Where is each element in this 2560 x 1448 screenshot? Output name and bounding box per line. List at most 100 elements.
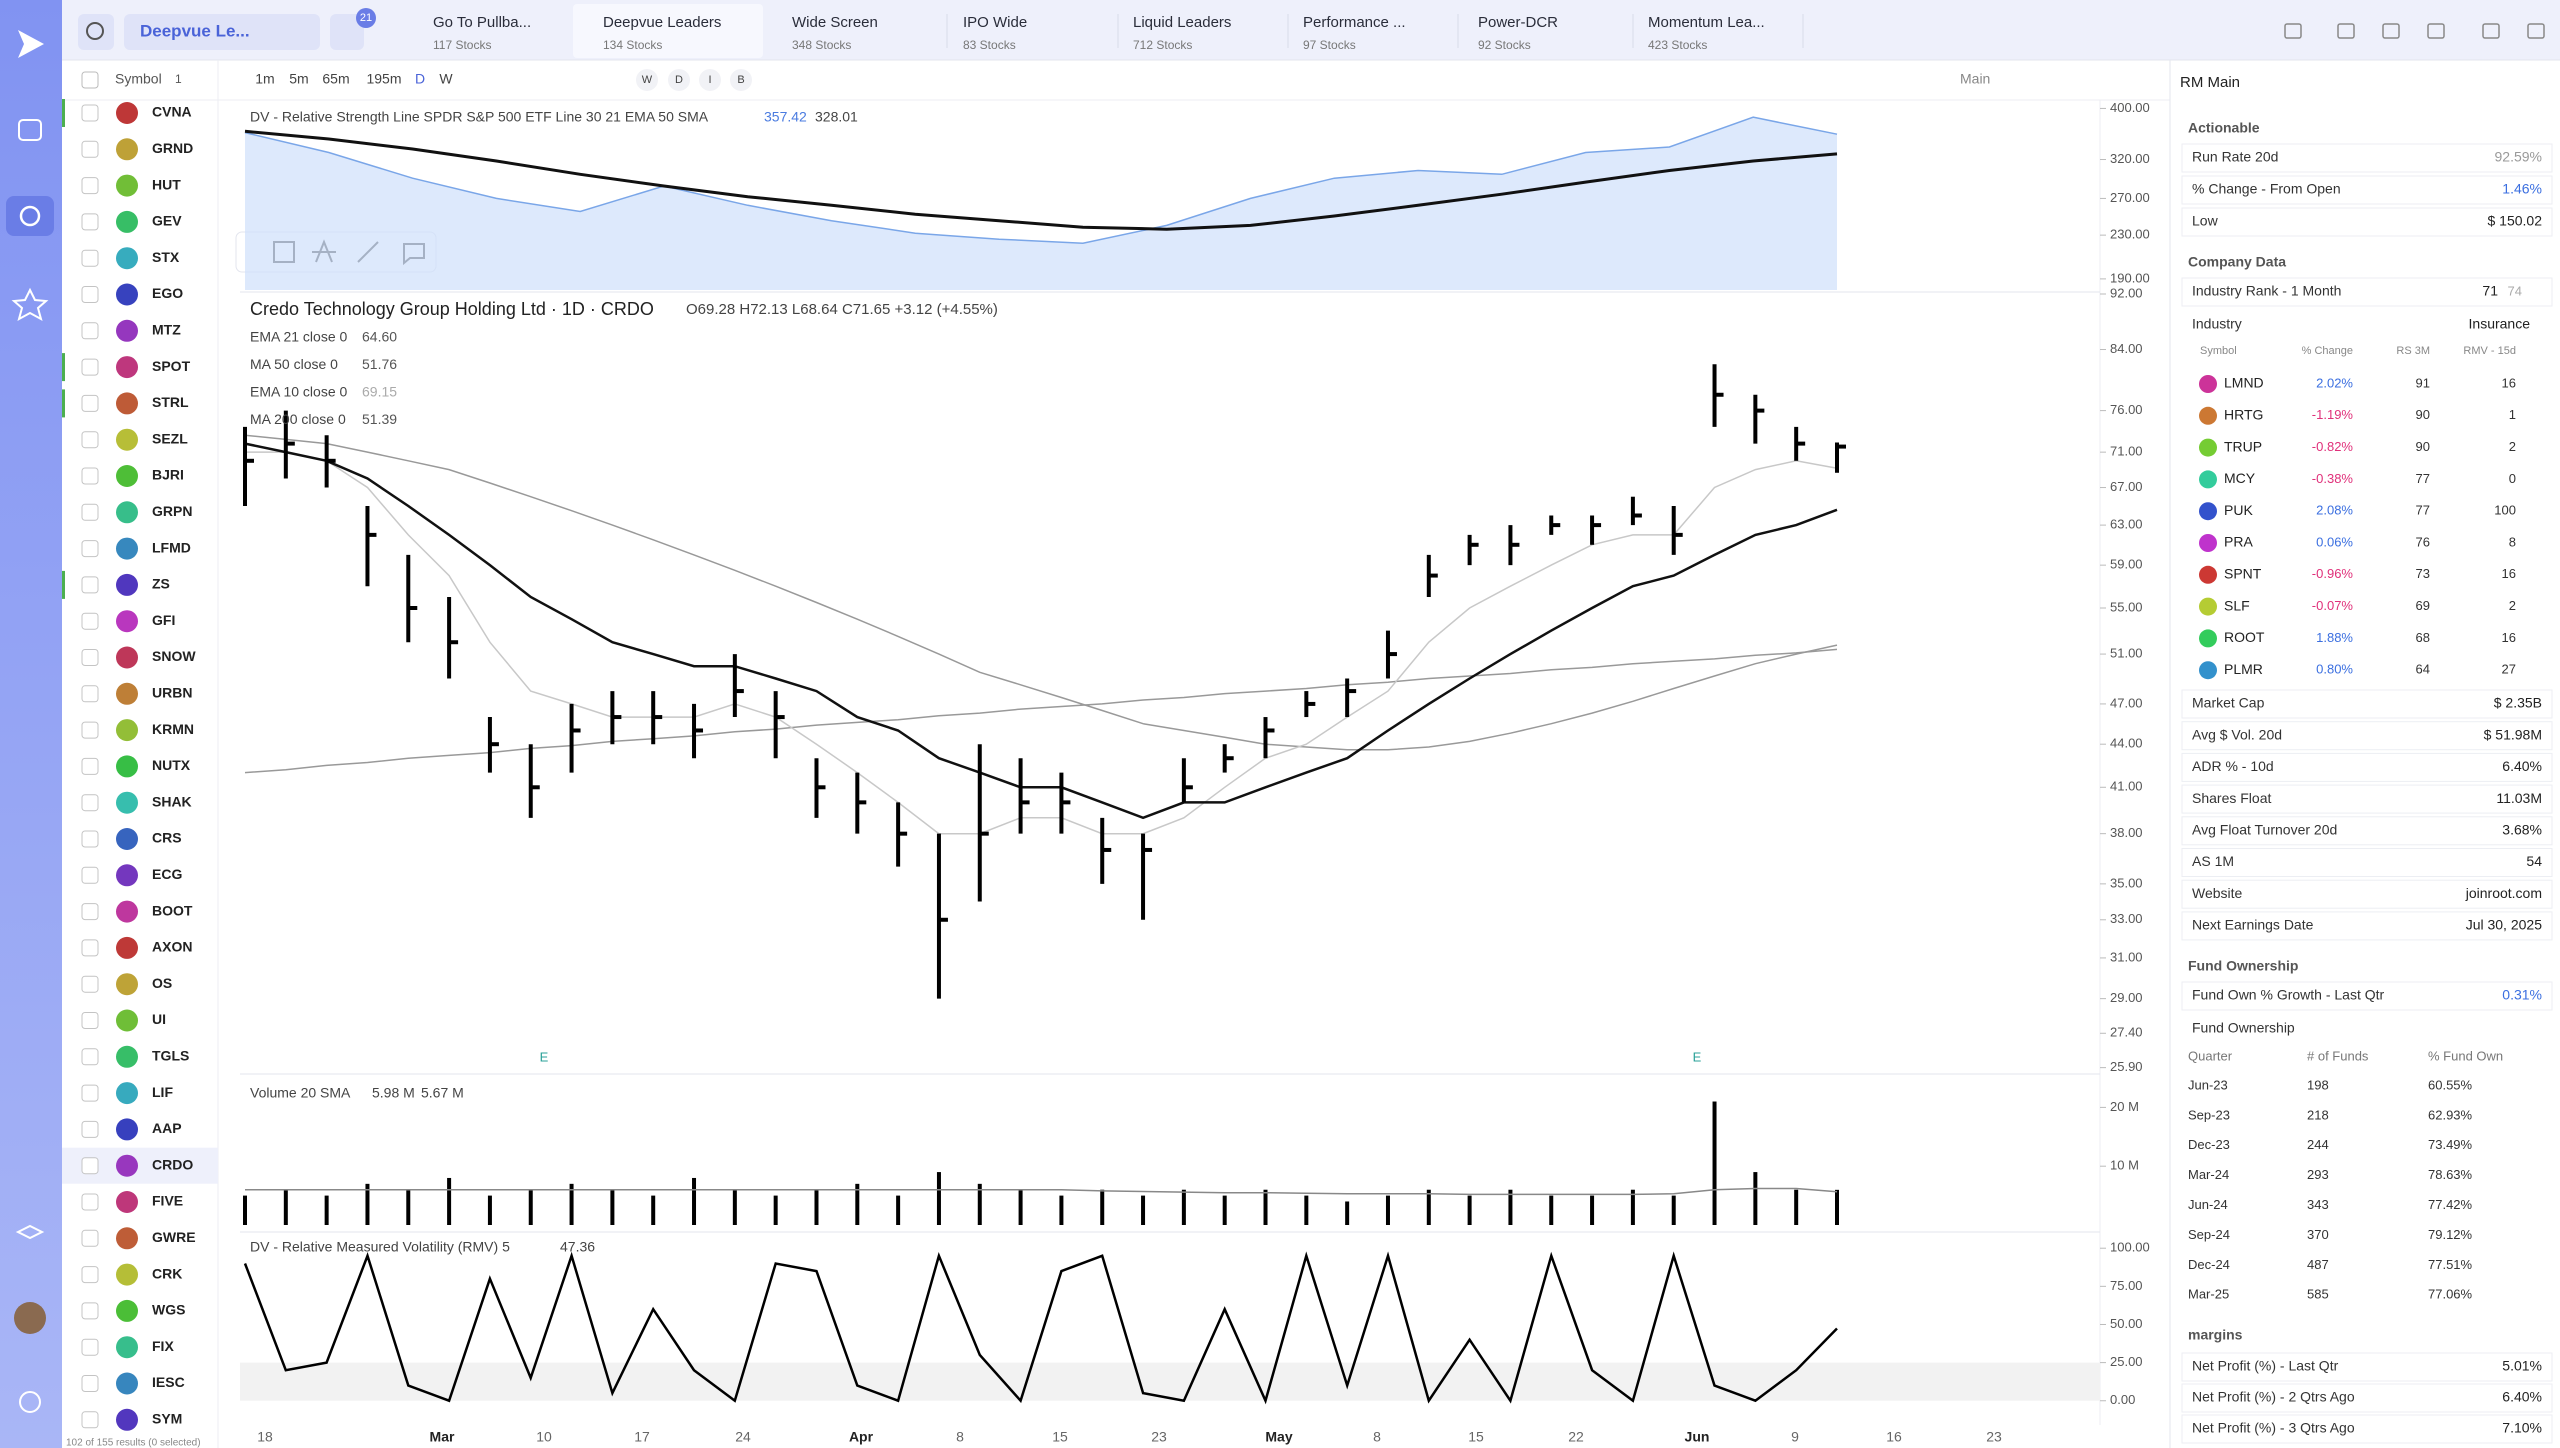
- symbol[interactable]: KRMN: [152, 721, 194, 737]
- watchlist-select[interactable]: [124, 14, 320, 50]
- symbol[interactable]: MTZ: [152, 322, 181, 338]
- industry-symbol[interactable]: MCY: [2224, 470, 2256, 486]
- symbol[interactable]: TGLS: [152, 1048, 189, 1064]
- nav-icon[interactable]: [18, 119, 42, 141]
- row-checkbox[interactable]: [81, 1338, 99, 1356]
- symbol[interactable]: CVNA: [152, 104, 192, 120]
- tab-title[interactable]: Power-DCR: [1478, 14, 1558, 31]
- symbol[interactable]: SHAK: [152, 793, 192, 809]
- symbol[interactable]: URBN: [152, 685, 192, 701]
- symbol[interactable]: GWRE: [152, 1229, 196, 1245]
- row-checkbox[interactable]: [81, 249, 99, 267]
- row-checkbox[interactable]: [81, 1266, 99, 1284]
- row-checkbox[interactable]: [81, 394, 99, 412]
- symbol[interactable]: ZS: [152, 576, 170, 592]
- symbol[interactable]: GEV: [152, 213, 182, 229]
- symbol[interactable]: HUT: [152, 176, 181, 192]
- industry-symbol[interactable]: PRA: [2224, 534, 2253, 550]
- row-checkbox[interactable]: [81, 576, 99, 594]
- header-icon[interactable]: [2337, 23, 2355, 39]
- row-checkbox[interactable]: [81, 177, 99, 195]
- layout-select[interactable]: Main: [1960, 71, 1990, 87]
- mode-button[interactable]: D: [675, 74, 683, 86]
- row-checkbox[interactable]: [81, 830, 99, 848]
- row-checkbox[interactable]: [81, 1411, 99, 1429]
- interval-button[interactable]: 65m: [322, 71, 349, 87]
- symbol[interactable]: SEZL: [152, 430, 188, 446]
- row-checkbox[interactable]: [81, 104, 99, 122]
- row-checkbox[interactable]: [81, 358, 99, 376]
- symbol[interactable]: CRS: [152, 830, 182, 846]
- interval-button[interactable]: 5m: [289, 71, 308, 87]
- row-checkbox[interactable]: [81, 540, 99, 558]
- interval-button[interactable]: 1m: [255, 71, 274, 87]
- tab-title[interactable]: Performance ...: [1303, 14, 1406, 31]
- row-checkbox[interactable]: [81, 1375, 99, 1392]
- symbol[interactable]: NUTX: [152, 757, 191, 773]
- row-checkbox[interactable]: [81, 975, 99, 993]
- mode-button[interactable]: I: [708, 74, 711, 86]
- symbol[interactable]: FIVE: [152, 1193, 183, 1209]
- symbol[interactable]: GFI: [152, 612, 175, 628]
- industry-symbol[interactable]: SPNT: [2224, 566, 2262, 582]
- symbol[interactable]: ECG: [152, 866, 182, 882]
- row-checkbox[interactable]: [81, 866, 99, 884]
- industry-symbol[interactable]: LMND: [2224, 375, 2264, 391]
- industry-symbol[interactable]: SLF: [2224, 597, 2250, 613]
- row-checkbox[interactable]: [81, 503, 99, 521]
- nav-active[interactable]: [6, 196, 54, 236]
- select-all-checkbox[interactable]: [81, 71, 99, 89]
- tab-title[interactable]: Deepvue Leaders: [603, 14, 721, 31]
- symbol[interactable]: EGO: [152, 285, 183, 301]
- row-checkbox[interactable]: [81, 1229, 99, 1247]
- symbol[interactable]: WGS: [152, 1302, 185, 1318]
- symbol[interactable]: BJRI: [152, 467, 184, 483]
- row-checkbox[interactable]: [81, 1157, 99, 1175]
- industry-symbol[interactable]: HRTG: [2224, 407, 2263, 423]
- symbol[interactable]: CRK: [152, 1265, 182, 1281]
- symbol[interactable]: SYM: [152, 1411, 182, 1427]
- nav-icon[interactable]: [19, 1391, 41, 1413]
- header-icon[interactable]: [2527, 23, 2545, 39]
- row-checkbox[interactable]: [81, 649, 99, 666]
- symbol[interactable]: SPOT: [152, 358, 191, 374]
- tab-title[interactable]: Wide Screen: [792, 14, 878, 31]
- symbol[interactable]: OS: [152, 975, 172, 991]
- interval-button[interactable]: D: [415, 71, 425, 87]
- header-icon[interactable]: [2382, 23, 2400, 39]
- symbol[interactable]: IESC: [152, 1374, 185, 1390]
- symbol[interactable]: UI: [152, 1011, 166, 1027]
- symbol[interactable]: SNOW: [152, 648, 196, 664]
- industry-symbol[interactable]: PUK: [2224, 502, 2253, 518]
- row-checkbox[interactable]: [81, 794, 99, 812]
- interval-button[interactable]: W: [439, 71, 453, 87]
- nav-icon[interactable]: [11, 287, 49, 322]
- row-checkbox[interactable]: [81, 467, 99, 485]
- row-checkbox[interactable]: [81, 322, 99, 340]
- industry-symbol[interactable]: PLMR: [2224, 661, 2263, 677]
- symbol[interactable]: BOOT: [152, 902, 193, 918]
- header-icon[interactable]: [2427, 23, 2445, 39]
- tab-title[interactable]: Liquid Leaders: [1133, 14, 1231, 31]
- row-checkbox[interactable]: [81, 1084, 99, 1102]
- symbol[interactable]: STX: [152, 249, 180, 265]
- tab-title[interactable]: Go To Pullba...: [433, 14, 531, 31]
- tab-title[interactable]: Momentum Lea...: [1648, 14, 1765, 31]
- industry-symbol[interactable]: TRUP: [2224, 438, 2262, 454]
- nav-icon[interactable]: [15, 1224, 45, 1240]
- row-checkbox[interactable]: [81, 1012, 99, 1029]
- row-checkbox[interactable]: [81, 721, 99, 739]
- row-checkbox[interactable]: [81, 1193, 99, 1211]
- header-icon[interactable]: [2482, 23, 2500, 39]
- symbol[interactable]: LIF: [152, 1084, 173, 1100]
- row-checkbox[interactable]: [81, 757, 99, 775]
- mode-button[interactable]: B: [737, 74, 744, 86]
- mode-button[interactable]: W: [642, 74, 653, 86]
- row-checkbox[interactable]: [81, 1120, 99, 1138]
- symbol[interactable]: GRND: [152, 140, 193, 156]
- industry-symbol[interactable]: ROOT: [2224, 629, 2265, 645]
- avatar[interactable]: [14, 1302, 46, 1334]
- row-checkbox[interactable]: [81, 431, 99, 449]
- row-checkbox[interactable]: [81, 685, 99, 703]
- row-checkbox[interactable]: [81, 939, 99, 957]
